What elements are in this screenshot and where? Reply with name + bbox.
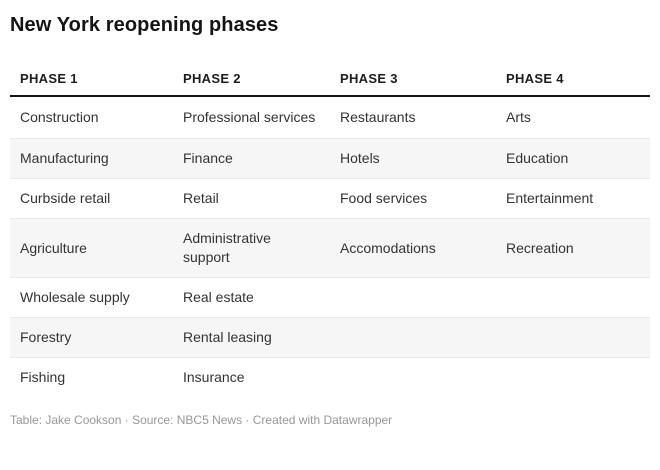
table-cell: Accomodations [340, 239, 436, 256]
chart-title: New York reopening phases [10, 14, 279, 36]
table-cell: Manufacturing [20, 150, 109, 166]
table-cell: Recreation [506, 239, 574, 256]
table-header: PHASE 1 PHASE 2 PHASE 3 PHASE 4 [10, 60, 650, 96]
table-cell [330, 278, 496, 318]
table-cell: Restaurants [340, 109, 416, 125]
table-cell [330, 358, 496, 398]
table-cell: Forestry [20, 329, 72, 345]
header-row: PHASE 1 PHASE 2 PHASE 3 PHASE 4 [10, 60, 650, 96]
table-cell: Fishing [20, 369, 66, 385]
table-cell: Wholesale supply [20, 289, 130, 305]
table-cell [496, 318, 650, 358]
table-cell [496, 278, 650, 318]
column-header-phase-2: PHASE 2 [183, 71, 241, 86]
table-cell: Administrative support [183, 230, 271, 265]
table-cell [496, 358, 650, 398]
table-cell: Rental leasing [183, 329, 272, 345]
table-cell: Agriculture [20, 239, 87, 256]
table-row: Agriculture Administrative support Accom… [10, 218, 650, 278]
table-row: Forestry Rental leasing [10, 317, 650, 358]
datawrapper-table-visualization: New York reopening phases PHASE 1 PHASE … [0, 12, 660, 470]
table-row: Wholesale supply Real estate [10, 277, 650, 318]
table-cell: Entertainment [506, 190, 594, 206]
table-cell: Food services [340, 190, 428, 206]
table-body: Construction Professional services Resta… [10, 96, 650, 397]
table-cell: Curbside retail [20, 190, 111, 206]
table-row: Curbside retail Retail Food services Ent… [10, 178, 650, 219]
reopening-phases-table: PHASE 1 PHASE 2 PHASE 3 PHASE 4 Construc… [10, 60, 650, 397]
table-cell: Real estate [183, 289, 254, 305]
table-cell: Construction [20, 109, 99, 125]
attribution-footer: Table: Jake Cookson · Source: NBC5 News … [10, 413, 650, 428]
column-header-phase-3: PHASE 3 [340, 71, 398, 86]
table-cell [330, 318, 496, 358]
column-header-phase-4: PHASE 4 [506, 71, 564, 86]
table-row: Fishing Insurance [10, 357, 650, 398]
table-cell: Finance [183, 150, 233, 166]
column-header-phase-1: PHASE 1 [20, 71, 78, 86]
table-row: Manufacturing Finance Hotels Education [10, 138, 650, 179]
table-cell: Hotels [340, 150, 380, 166]
attribution-text: Table: Jake Cookson · Source: NBC5 News … [10, 413, 393, 427]
table-cell: Insurance [183, 369, 245, 385]
table-cell: Professional services [183, 109, 316, 125]
table-cell: Arts [506, 109, 531, 125]
table-cell: Retail [183, 190, 219, 206]
table-row: Construction Professional services Resta… [10, 96, 650, 139]
table-cell: Education [506, 150, 569, 166]
